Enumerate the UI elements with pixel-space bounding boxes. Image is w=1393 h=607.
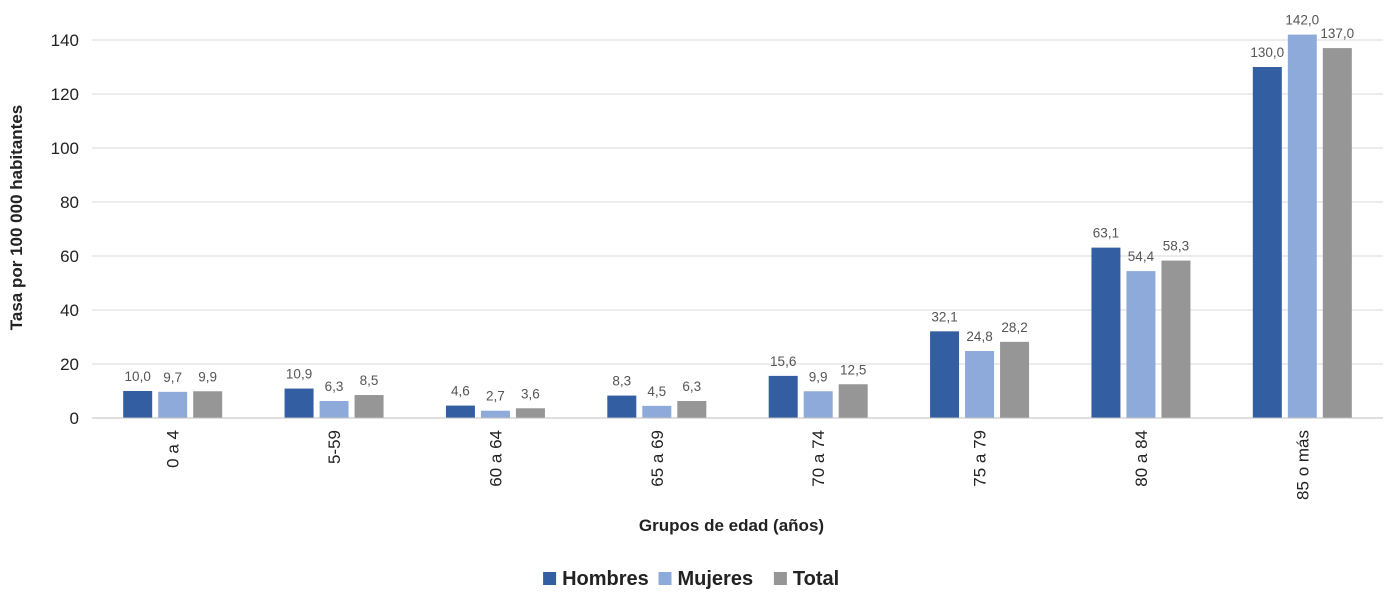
- bar-hombres: [768, 375, 798, 418]
- bar-total: [677, 400, 707, 418]
- data-label: 130,0: [1250, 45, 1284, 60]
- data-label: 3,6: [521, 386, 540, 401]
- data-label: 142,0: [1285, 13, 1319, 28]
- legend-label-mujeres: Mujeres: [678, 568, 754, 590]
- x-tick-label: 5-59: [325, 430, 344, 464]
- data-label: 24,8: [966, 329, 992, 344]
- bar-total: [1000, 341, 1030, 418]
- data-label: 137,0: [1320, 26, 1354, 41]
- gridlines: [92, 39, 1383, 365]
- data-labels: 10,0 9,7 9,9 10,9 6,3 8,5 4,6 2,7 3,6 8,3 4,5 6,3 15…: [125, 13, 1355, 404]
- bar-total: [193, 391, 223, 418]
- x-tick-label: 0 a 4: [164, 430, 183, 468]
- data-label: 8,3: [612, 374, 631, 389]
- x-axis-ticks: 0 a 4 5-59 60 a 64 65 a 69 70 a 74 75 a 79 80 …: [164, 430, 1313, 500]
- y-tick-label: 40: [60, 301, 79, 320]
- data-label: 9,9: [198, 369, 217, 384]
- data-label: 12,5: [840, 362, 866, 377]
- x-axis-title: Grupos de edad (años): [639, 516, 824, 535]
- data-label: 6,3: [682, 379, 701, 394]
- bar-total: [838, 384, 868, 418]
- data-label: 54,4: [1128, 249, 1155, 264]
- bar-mujeres: [158, 391, 188, 418]
- data-label: 9,9: [809, 369, 828, 384]
- bar-mujeres: [803, 391, 833, 418]
- data-label: 6,3: [325, 379, 344, 394]
- legend-swatch-hombres: [543, 572, 557, 585]
- bars: [123, 34, 1352, 418]
- bar-mujeres: [1126, 271, 1156, 418]
- bar-mujeres: [480, 410, 510, 418]
- bar-hombres: [1091, 247, 1121, 418]
- bar-hombres: [123, 391, 153, 418]
- bar-total: [354, 395, 384, 418]
- bar-mujeres: [965, 351, 995, 418]
- y-tick-label: 60: [60, 247, 79, 266]
- y-axis-ticks: 0 20 40 60 80 100 120 140: [51, 31, 79, 428]
- y-tick-label: 120: [51, 85, 79, 104]
- legend-swatch-mujeres: [658, 572, 672, 585]
- bar-hombres: [445, 405, 475, 418]
- y-tick-label: 80: [60, 193, 79, 212]
- data-label: 2,7: [486, 389, 505, 404]
- y-tick-label: 140: [51, 31, 79, 50]
- legend-swatch-total: [773, 572, 787, 585]
- data-label: 63,1: [1093, 226, 1119, 241]
- legend: Hombres Mujeres Total: [543, 568, 839, 590]
- bar-mujeres: [642, 405, 672, 418]
- x-tick-label: 60 a 64: [486, 430, 505, 487]
- legend-label-total: Total: [793, 568, 839, 590]
- y-axis-title: Tasa por 100 000 habitantes: [7, 105, 26, 331]
- data-label: 10,0: [125, 369, 151, 384]
- x-tick-label: 70 a 74: [809, 430, 828, 487]
- bar-hombres: [930, 331, 960, 418]
- bar-hombres: [284, 388, 314, 418]
- data-label: 9,7: [163, 370, 182, 385]
- data-label: 28,2: [1001, 320, 1027, 335]
- bar-mujeres: [1287, 34, 1317, 418]
- x-tick-label: 80 a 84: [1132, 430, 1151, 487]
- data-label: 4,6: [451, 384, 470, 399]
- x-tick-label: 75 a 79: [971, 430, 990, 487]
- data-label: 58,3: [1163, 239, 1189, 254]
- x-tick-label: 65 a 69: [648, 430, 667, 487]
- bar-total: [515, 408, 545, 418]
- bar-total: [1322, 48, 1352, 418]
- x-tick-label: 85 o más: [1293, 430, 1312, 500]
- bar-hombres: [1252, 67, 1282, 418]
- bar-total: [1161, 260, 1191, 418]
- data-label: 32,1: [931, 309, 957, 324]
- legend-label-hombres: Hombres: [562, 568, 649, 590]
- y-tick-label: 100: [51, 139, 79, 158]
- data-label: 15,6: [770, 354, 796, 369]
- data-label: 8,5: [360, 373, 379, 388]
- bar-hombres: [607, 395, 637, 418]
- data-label: 4,5: [647, 384, 666, 399]
- y-tick-label: 0: [70, 409, 79, 428]
- data-label: 10,9: [286, 367, 312, 382]
- y-tick-label: 20: [60, 355, 79, 374]
- bar-mujeres: [319, 400, 349, 418]
